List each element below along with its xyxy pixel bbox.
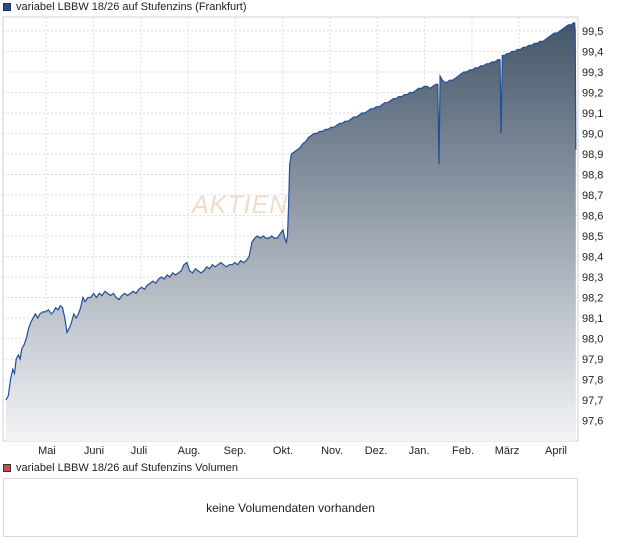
x-tick-label: Jan. [409,445,430,457]
y-tick-label: 99,0 [582,129,603,141]
y-tick-label: 98,2 [582,293,603,305]
x-tick-label: März [495,445,519,457]
y-tick-label: 98,3 [582,272,603,284]
y-tick-label: 99,4 [582,47,603,59]
volume-legend-label: variabel LBBW 18/26 auf Stufenzins Volum… [16,462,238,474]
no-volume-message: keine Volumendaten vorhanden [206,500,375,515]
x-tick-label: Okt. [273,445,293,457]
y-tick-label: 99,2 [582,88,603,100]
y-tick-label: 97,6 [582,416,603,428]
x-tick-label: Feb. [452,445,474,457]
x-tick-label: Juni [84,445,104,457]
y-tick-label: 98,9 [582,149,603,161]
price-area [6,22,576,442]
volume-legend: variabel LBBW 18/26 auf Stufenzins Volum… [3,461,238,475]
y-tick-label: 97,7 [582,395,603,407]
y-tick-label: 99,5 [582,26,603,38]
x-tick-label: Mai [38,445,56,457]
y-tick-label: 99,3 [582,67,603,79]
price-chart: 99,5 99,4 99,3 99,2 99,1 99,0 98,9 98,8 98,7 98,6… [2,16,603,457]
volume-legend-swatch [3,464,11,472]
y-tick-label: 99,1 [582,108,603,120]
price-legend-swatch [3,3,11,11]
y-tick-label: 98,0 [582,334,603,346]
price-line [5,22,577,401]
price-legend-label: variabel LBBW 18/26 auf Stufenzins (Fran… [16,1,247,13]
x-tick-label: Aug. [178,445,201,457]
y-tick-label: 98,4 [582,252,603,264]
y-tick-label: 97,8 [582,375,603,387]
y-tick-label: 98,8 [582,170,603,182]
y-tick-label: 97,9 [582,354,603,366]
y-tick-label: 98,6 [582,211,603,223]
volume-panel: keine Volumendaten vorhanden [3,478,578,537]
x-tick-label: Juli [131,445,148,457]
x-tick-label: Sep. [224,445,247,457]
y-tick-label: 98,1 [582,313,603,325]
x-tick-label: Dez. [365,445,388,457]
watermark: AKTIEN [190,191,288,219]
y-tick-label: 98,7 [582,190,603,202]
x-tick-label: April [545,445,567,457]
y-tick-label: 98,5 [582,231,603,243]
x-tick-label: Nov. [321,445,343,457]
price-legend: variabel LBBW 18/26 auf Stufenzins (Fran… [3,0,247,14]
